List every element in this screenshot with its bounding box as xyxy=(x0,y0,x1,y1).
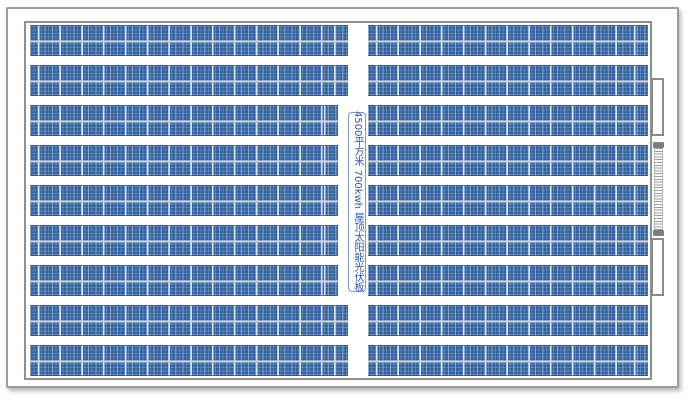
ladder-top-cap xyxy=(652,141,664,148)
solar-panel-row xyxy=(368,24,648,56)
solar-panel-row xyxy=(368,264,648,296)
solar-panel-row xyxy=(30,344,348,376)
solar-panel-row xyxy=(368,344,648,376)
solar-panel-row xyxy=(30,184,338,216)
solar-panel-row xyxy=(30,104,338,136)
solar-panel-row xyxy=(30,304,348,336)
roof-hatch-bottom xyxy=(650,238,664,296)
ladder-bottom-cap xyxy=(652,229,664,236)
solar-panel-row xyxy=(368,104,648,136)
solar-panel-row xyxy=(30,264,338,296)
capacity-label: 4500平方米 700kwh 屋顶太阳能光伏板 xyxy=(348,111,366,293)
ladder-rungs xyxy=(653,147,663,230)
solar-panel-row xyxy=(30,24,348,56)
capacity-label-text: 4500平方米 700kwh 屋顶太阳能光伏板 xyxy=(352,111,363,293)
roof-hatch-top xyxy=(650,78,664,136)
solar-panel-row xyxy=(368,304,648,336)
solar-panel-row xyxy=(368,64,648,96)
solar-panel-row xyxy=(368,144,648,176)
solar-panel-row xyxy=(30,224,338,256)
solar-panel-row xyxy=(368,184,648,216)
solar-panel-row xyxy=(368,224,648,256)
solar-panel-row xyxy=(30,64,348,96)
ladder-icon xyxy=(652,141,664,236)
solar-panel-row xyxy=(30,144,338,176)
